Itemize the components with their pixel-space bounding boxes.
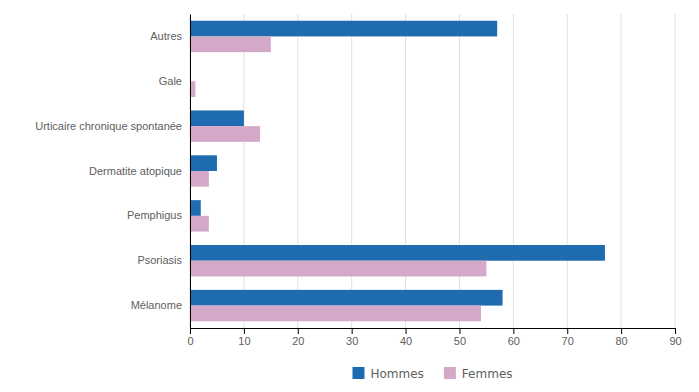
grid-line <box>513 14 514 328</box>
x-tick-mark <box>459 328 460 334</box>
x-tick-label: 10 <box>238 335 250 347</box>
x-tick: 10 <box>238 328 250 347</box>
y-tick: Dermatite atopique <box>89 165 190 177</box>
x-tick-label: 60 <box>508 335 520 347</box>
x-tick-mark <box>406 328 407 334</box>
x-tick-label: 40 <box>400 335 412 347</box>
x-tick-label: 80 <box>615 335 627 347</box>
x-tick-mark <box>244 328 245 334</box>
bar <box>190 36 271 52</box>
x-tick-label: 0 <box>187 335 193 347</box>
grid-line <box>621 14 622 328</box>
bar <box>190 306 481 322</box>
bar <box>190 155 217 171</box>
x-tick-mark <box>190 328 191 334</box>
bar <box>190 261 486 277</box>
x-tick-label: 20 <box>292 335 304 347</box>
legend-swatch <box>444 367 456 379</box>
y-tick: Gale <box>159 75 190 87</box>
y-tick: Psoriasis <box>137 254 190 266</box>
legend-label: Femmes <box>462 367 513 381</box>
y-tick: Mélanome <box>131 299 190 311</box>
bars <box>190 21 605 322</box>
x-axis-line <box>191 329 676 335</box>
x-tick-label: 70 <box>562 335 574 347</box>
x-tick: 20 <box>292 328 304 347</box>
grid-line <box>459 14 460 328</box>
x-tick: 60 <box>508 328 520 347</box>
y-tick-label: Gale <box>159 75 182 87</box>
x-tick-mark <box>298 328 299 334</box>
grid-line <box>351 14 352 328</box>
y-tick: Pemphigus <box>127 209 190 221</box>
legend-swatch <box>352 367 364 379</box>
legend-item: Femmes <box>444 367 513 381</box>
plot: 0 10 20 30 40 50 60 70 80 90 Mélanome Psoriasis Pemp… <box>35 14 681 347</box>
bar <box>190 216 209 232</box>
x-tick-mark <box>513 328 514 334</box>
series <box>190 21 605 306</box>
y-axis-line <box>190 15 191 329</box>
bar <box>190 245 605 261</box>
x-tick-mark <box>675 328 676 334</box>
bar <box>190 290 503 306</box>
grid-line <box>190 14 191 328</box>
x-tick-mark <box>567 328 568 334</box>
chart: 0 10 20 30 40 50 60 70 80 90 Mélanome Psoriasis Pemp… <box>0 0 699 392</box>
y-tick: Urticaire chronique spontanée <box>35 120 190 132</box>
bar <box>190 126 260 142</box>
x-tick-mark <box>621 328 622 334</box>
grid-line <box>405 14 406 328</box>
series <box>190 36 486 321</box>
grid-line <box>567 14 568 328</box>
bar <box>190 21 497 37</box>
x-tick: 80 <box>615 328 627 347</box>
grid <box>190 14 675 328</box>
legend-label: Hommes <box>370 367 423 381</box>
x-tick-mark <box>352 328 353 334</box>
x-tick-label: 90 <box>669 335 681 347</box>
y-tick: Autres <box>150 30 190 42</box>
grid-line <box>243 14 244 328</box>
y-axis: Mélanome Psoriasis Pemphigus Dermatite atop… <box>35 15 190 329</box>
bar <box>190 171 209 187</box>
x-tick-label: 30 <box>346 335 358 347</box>
x-tick: 0 <box>187 328 193 347</box>
bar <box>190 110 244 126</box>
y-tick-label: Autres <box>150 30 182 42</box>
x-tick: 30 <box>346 328 358 347</box>
x-tick: 40 <box>400 328 412 347</box>
x-tick: 70 <box>562 328 574 347</box>
x-tick-label: 50 <box>454 335 466 347</box>
y-tick-label: Mélanome <box>131 299 182 311</box>
grid-line <box>297 14 298 328</box>
bar <box>190 200 201 216</box>
legend-item: Hommes <box>352 367 423 381</box>
grid-line <box>675 14 676 328</box>
y-tick-label: Psoriasis <box>137 254 182 266</box>
y-tick-label: Urticaire chronique spontanée <box>35 120 182 132</box>
x-axis: 0 10 20 30 40 50 60 70 80 90 <box>187 328 681 347</box>
x-tick: 50 <box>454 328 466 347</box>
legend: Hommes Femmes <box>352 367 512 381</box>
x-tick: 90 <box>669 328 681 347</box>
y-tick-label: Pemphigus <box>127 209 183 221</box>
y-tick-label: Dermatite atopique <box>89 165 182 177</box>
